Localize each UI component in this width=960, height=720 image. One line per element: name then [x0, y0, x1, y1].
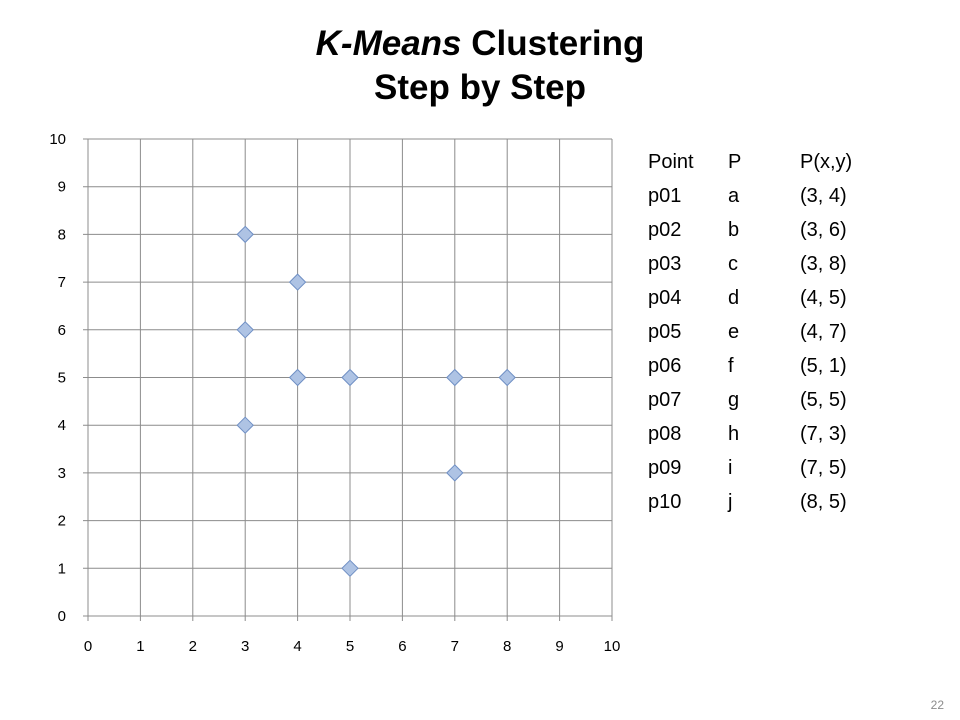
table-cell-point: p02	[648, 219, 682, 241]
table-cell-coords: (5, 5)	[800, 389, 847, 411]
table-row: p09 i (7, 5)	[648, 451, 890, 485]
x-tick-label: 7	[451, 638, 459, 655]
table-row: p10 j (8, 5)	[648, 485, 890, 519]
y-tick-label: 6	[58, 322, 66, 339]
scatter-point	[446, 368, 464, 387]
title-line-1: K-Means Clustering	[0, 22, 960, 66]
table-cell-label: c	[728, 253, 738, 275]
x-tick-label: 0	[84, 638, 92, 655]
table-cell-point: p07	[648, 389, 682, 411]
x-tick-label: 3	[241, 638, 249, 655]
table-cell-label: e	[728, 321, 740, 343]
table-header-p: P	[728, 151, 742, 173]
table-cell-label: j	[728, 491, 733, 513]
scatter-point	[498, 368, 516, 387]
table-cell-label: a	[728, 185, 740, 207]
x-tick-label: 2	[189, 638, 197, 655]
table-row: p08 h (7, 3)	[648, 417, 890, 451]
table-cell-coords: (7, 5)	[800, 457, 847, 479]
scatter-point	[288, 273, 307, 291]
table-cell-point: p01	[648, 185, 682, 207]
table-cell-point: p10	[648, 491, 682, 513]
table-cell-coords: (8, 5)	[800, 491, 847, 513]
table-cell-coords: (3, 4)	[800, 185, 847, 207]
table-cell-label: b	[728, 219, 740, 241]
x-tick-label: 1	[136, 638, 144, 655]
table-row: p07 g (5, 5)	[648, 383, 890, 417]
x-tick-label: 5	[346, 638, 354, 655]
y-tick-label: 9	[58, 179, 66, 196]
y-tick-label: 10	[49, 131, 66, 148]
x-tick-label: 10	[604, 638, 621, 655]
x-tick-label: 8	[503, 638, 511, 655]
y-tick-label: 7	[58, 274, 66, 291]
y-tick-label: 4	[58, 417, 66, 434]
title-rest: Clustering	[461, 24, 645, 63]
table-cell-label: h	[728, 423, 740, 445]
x-tick-label: 9	[555, 638, 563, 655]
x-tick-label: 4	[293, 638, 301, 655]
table-cell-coords: (4, 7)	[800, 321, 847, 343]
table-cell-label: g	[728, 389, 740, 411]
points-table: Point P P(x,y) p01 a (3, 4) p02 b (3, 6) p03 c (…	[648, 145, 890, 519]
scatter-chart: 0 1 2 3 4 5 6 7 8 9 10 0 1 2 3 4 5 6 7 8 9 10	[49, 131, 620, 655]
table-header-row: Point P P(x,y)	[648, 145, 890, 179]
table-cell-point: p08	[648, 423, 682, 445]
y-tick-label: 3	[58, 465, 66, 482]
table-row: p04 d (4, 5)	[648, 281, 890, 315]
y-tick-label: 5	[58, 370, 66, 387]
table-cell-point: p09	[648, 457, 682, 479]
chart-ticks: 0 1 2 3 4 5 6 7 8 9 10 0 1 2 3 4 5 6 7 8 9 10	[49, 131, 620, 655]
table-cell-point: p06	[648, 355, 682, 377]
scatter-point	[341, 559, 359, 578]
table-cell-coords: (7, 3)	[800, 423, 847, 445]
table-row: p06 f (5, 1)	[648, 349, 890, 383]
table-cell-coords: (4, 5)	[800, 287, 847, 309]
scatter-point	[288, 368, 307, 387]
title-line-2: Step by Step	[374, 68, 586, 107]
table-row: p02 b (3, 6)	[648, 213, 890, 247]
y-tick-label: 2	[58, 513, 66, 530]
table-cell-coords: (3, 8)	[800, 253, 847, 275]
scatter-point	[236, 416, 254, 434]
table-header-point: Point	[648, 151, 694, 173]
scatter-point	[236, 225, 254, 244]
title-italic: K-Means	[315, 24, 462, 63]
table-cell-label: i	[728, 457, 733, 479]
y-tick-label: 1	[58, 560, 66, 577]
x-tick-label: 6	[398, 638, 406, 655]
page-number: 22	[930, 698, 944, 712]
table-row: p01 a (3, 4)	[648, 179, 890, 213]
table-row: p03 c (3, 8)	[648, 247, 890, 281]
table-cell-coords: (5, 1)	[800, 355, 847, 377]
y-tick-label: 8	[58, 226, 66, 243]
table-cell-label: d	[728, 287, 740, 309]
table-cell-point: p04	[648, 287, 682, 309]
table-cell-label: f	[728, 355, 734, 377]
scatter-point	[341, 368, 359, 387]
table-cell-coords: (3, 6)	[800, 219, 847, 241]
table-row: p05 e (4, 7)	[648, 315, 890, 349]
scatter-point	[236, 321, 254, 339]
chart-points	[236, 225, 516, 578]
table-header-pxy: P(x,y)	[800, 151, 853, 173]
y-tick-label: 0	[58, 608, 66, 625]
slide-title: K-Means Clustering Step by Step	[0, 22, 960, 110]
table-cell-point: p05	[648, 321, 682, 343]
table-cell-point: p03	[648, 253, 682, 275]
scatter-point	[446, 464, 464, 482]
